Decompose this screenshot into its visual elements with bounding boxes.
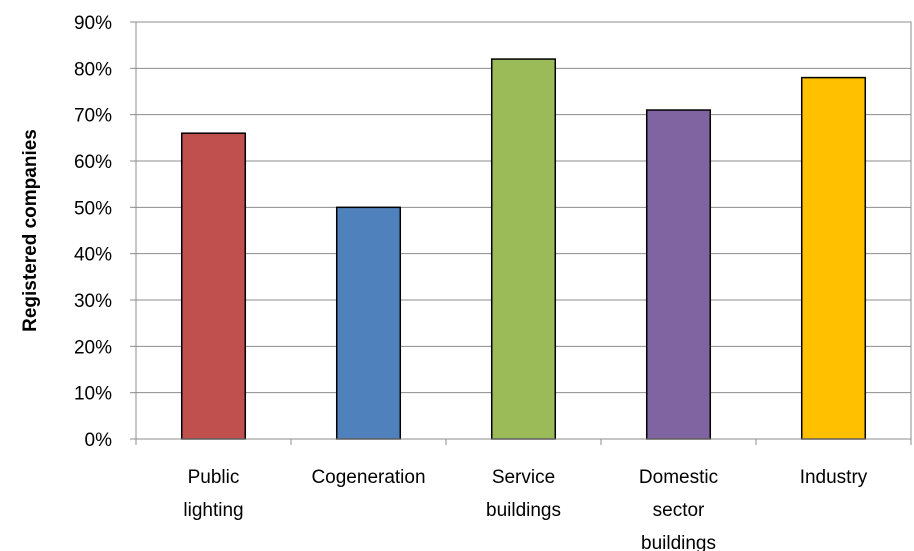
axes	[130, 21, 912, 445]
y-tick-label: 70%	[74, 106, 112, 127]
y-tick-labels: 0% 10% 20% 30% 40% 50% 60% 70% 80% 90%	[74, 13, 112, 451]
x-category-label-line: Cogeneration	[311, 467, 425, 488]
y-tick-label: 40%	[74, 245, 112, 266]
x-category-label: Domestic sector buildings	[639, 467, 718, 551]
bar-1	[335, 206, 402, 440]
bars	[180, 58, 867, 440]
y-tick-label: 30%	[74, 291, 112, 312]
x-category-labels: Public lighting Cogeneration Service buildin…	[183, 467, 867, 551]
y-tick-label: 80%	[74, 59, 112, 80]
x-category-label-line: buildings	[641, 533, 716, 551]
x-category-label: Service buildings	[486, 467, 561, 521]
x-category-label-line: lighting	[183, 500, 243, 521]
x-category-label-line: Industry	[800, 467, 868, 488]
bar-0	[180, 132, 247, 440]
x-category-label: Public lighting	[183, 467, 243, 521]
y-tick-label: 60%	[74, 152, 112, 173]
x-category-label: Cogeneration	[311, 467, 425, 488]
x-category-label-line: Public	[188, 467, 240, 488]
x-category-label-line: sector	[653, 500, 705, 521]
y-tick-label: 20%	[74, 337, 112, 358]
x-category-label: Industry	[800, 467, 868, 488]
y-tick-label: 90%	[74, 13, 112, 34]
y-tick-label: 0%	[85, 430, 113, 451]
x-category-label-line: Service	[492, 467, 555, 488]
bar-4	[800, 76, 867, 440]
bar-2	[490, 58, 557, 440]
y-tick-label: 10%	[74, 384, 112, 405]
y-axis-title: Registered companies	[20, 129, 41, 332]
x-category-label-line: buildings	[486, 500, 561, 521]
plot-area-border	[135, 21, 912, 440]
y-tick-label: 50%	[74, 198, 112, 219]
bar-3	[645, 109, 712, 440]
x-category-label-line: Domestic	[639, 467, 718, 488]
